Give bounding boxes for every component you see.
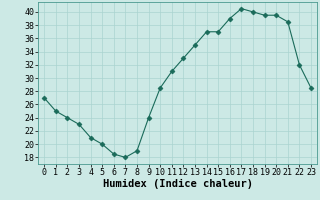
- X-axis label: Humidex (Indice chaleur): Humidex (Indice chaleur): [103, 179, 252, 189]
